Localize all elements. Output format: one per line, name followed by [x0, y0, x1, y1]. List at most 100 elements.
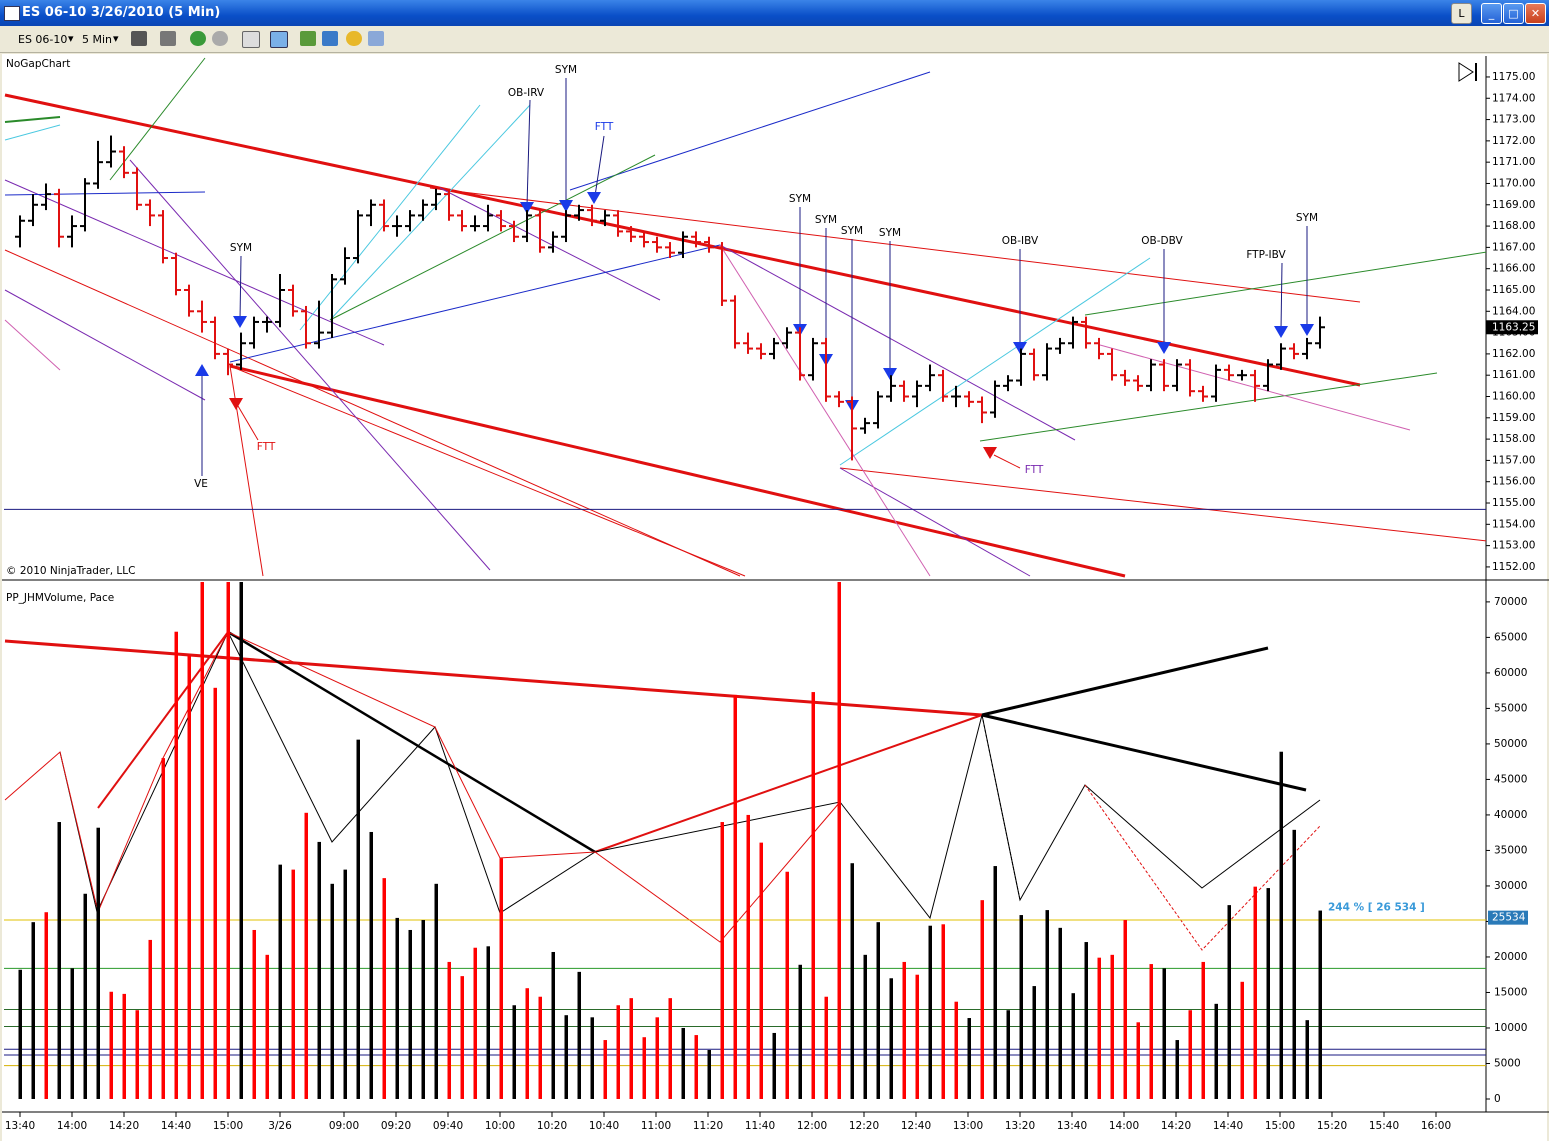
volume-bar [668, 998, 672, 1099]
x-tick-label: 15:20 [1317, 1120, 1347, 1132]
y-tick-label: 1167.00 [1492, 241, 1535, 253]
x-tick-label: 14:00 [57, 1120, 87, 1132]
volume-bar [967, 1018, 971, 1099]
volume-bar [1136, 1022, 1140, 1099]
volume-bar [616, 1005, 620, 1099]
y-tick-label: 60000 [1494, 667, 1527, 679]
y-tick-label: 1152.00 [1492, 561, 1535, 573]
draw-button[interactable] [160, 31, 176, 46]
bar-type-button[interactable] [131, 31, 147, 46]
zoom-in-button[interactable] [190, 31, 206, 46]
y-tick-label: 0 [1494, 1093, 1501, 1105]
instrument-selector[interactable]: ES 06-10 [18, 33, 68, 46]
last-price-flag [1486, 320, 1538, 335]
annotation: OB-IRV [508, 87, 545, 99]
toolbar: ES 06-10 ▾ 5 Min ▾ [0, 26, 1549, 53]
pace-label: 244 % [ 26 534 ] [1328, 902, 1425, 914]
annotation: SYM [1296, 212, 1318, 224]
data-box-button[interactable] [368, 31, 384, 46]
volume-bar [317, 841, 321, 1099]
x-tick-label: 15:00 [213, 1120, 243, 1132]
volume-bar [850, 863, 854, 1099]
indicators-button[interactable] [322, 31, 338, 46]
volume-bar [252, 929, 256, 1099]
annotations: SYM OB-IRV FTT SYM VE FTT SYM SYM SYM SY… [194, 64, 1318, 490]
y-tick-label: 1171.00 [1492, 156, 1535, 168]
y-tick-label: 1162.00 [1492, 348, 1535, 360]
volume-bar [83, 893, 87, 1099]
minimize-button[interactable]: _ [1481, 3, 1502, 24]
volume-bar [512, 1005, 516, 1099]
scroll-end-button[interactable] [1458, 62, 1477, 82]
volume-bar [213, 687, 217, 1099]
x-tick-label: 13:20 [1005, 1120, 1035, 1132]
volume-bar [993, 866, 997, 1099]
volume-bar [915, 974, 919, 1099]
y-tick-label: 20000 [1494, 951, 1527, 963]
volume-bar [1318, 910, 1322, 1099]
volume-bar [460, 976, 464, 1099]
volume-bar [18, 969, 22, 1099]
pointer-button[interactable] [242, 31, 260, 48]
volume-bar [161, 758, 165, 1099]
volume-bar [473, 947, 477, 1099]
panel-name: PP_JHMVolume, Pace [6, 592, 114, 604]
volume-bar [811, 692, 815, 1099]
volume-bar [330, 883, 334, 1099]
x-tick-label: 3/26 [268, 1120, 292, 1132]
volume-bar [174, 631, 178, 1099]
volume-bar [1201, 961, 1205, 1099]
y-tick-label: 35000 [1494, 844, 1527, 856]
volume-bar [603, 1040, 607, 1099]
x-tick-label: 12:40 [901, 1120, 931, 1132]
chart-background [2, 54, 1547, 1141]
volume-bar [356, 739, 360, 1099]
volume-bar [551, 951, 555, 1099]
x-tick-label: 14:20 [1161, 1120, 1191, 1132]
volume-bar [772, 1032, 776, 1099]
volume-bar [343, 869, 347, 1099]
y-tick-label: 10000 [1494, 1022, 1527, 1034]
annotation: SYM [879, 227, 901, 239]
volume-bar [1279, 751, 1283, 1099]
maximize-button[interactable]: □ [1503, 3, 1524, 24]
volume-bar [1305, 1020, 1309, 1099]
y-tick-label: 1169.00 [1492, 199, 1535, 211]
x-tick-label: 15:40 [1369, 1120, 1399, 1132]
volume-bar [1266, 888, 1270, 1099]
volume-bar [1175, 1040, 1179, 1099]
annotation: SYM [841, 225, 863, 237]
volume-bars [4, 582, 1486, 1099]
annotation: FTT [257, 441, 276, 453]
y-tick-label: 1172.00 [1492, 135, 1535, 147]
y-tick-label: 45000 [1494, 773, 1527, 785]
volume-bar [785, 871, 789, 1099]
volume-bar [382, 878, 386, 1099]
close-button[interactable]: ✕ [1525, 3, 1546, 24]
volume-bar [96, 827, 100, 1099]
last-price-label: 1163.25 [1492, 321, 1535, 333]
volume-bar [681, 1027, 685, 1099]
x-tick-label: 14:00 [1109, 1120, 1139, 1132]
x-tick-label: 11:40 [745, 1120, 775, 1132]
x-tick-label: 16:00 [1421, 1120, 1451, 1132]
volume-bar [798, 964, 802, 1099]
volume-bar [1110, 954, 1114, 1099]
volume-bar [1214, 1003, 1218, 1099]
volume-bar [1084, 942, 1088, 1099]
data-series-button[interactable] [300, 31, 316, 46]
volume-bar [304, 812, 308, 1099]
interval-selector[interactable]: 5 Min [82, 33, 113, 46]
y-tick-label: 1160.00 [1492, 391, 1535, 403]
link-button[interactable]: L [1451, 3, 1472, 24]
zoom-out-button[interactable] [212, 31, 228, 46]
annotation: VE [194, 478, 208, 490]
strategies-button[interactable] [346, 31, 362, 46]
volume-bar [525, 988, 529, 1099]
y-tick-label: 1174.00 [1492, 92, 1535, 104]
volume-bar [408, 929, 412, 1099]
volume-bar [265, 954, 269, 1099]
chart-properties-button[interactable] [270, 31, 288, 48]
price-bars [4, 135, 1486, 510]
